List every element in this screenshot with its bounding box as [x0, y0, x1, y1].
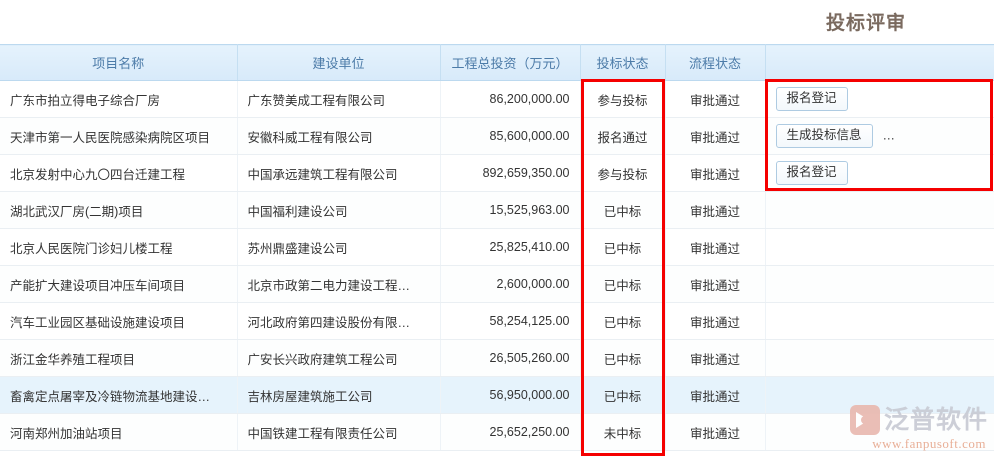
- bid-review-grid-container: 项目名称 建设单位 工程总投资（万元） 投标状态 流程状态 广东市拍立得电子综合…: [0, 44, 994, 451]
- cell-build-unit[interactable]: 中国福利建设公司: [237, 191, 441, 229]
- cell-operations: [765, 191, 994, 229]
- cell-total-invest: 25,652,250.00: [440, 413, 581, 451]
- cell-project-name[interactable]: 产能扩大建设项目冲压车间项目: [0, 265, 238, 303]
- cell-flow-status: 审批通过: [665, 228, 766, 266]
- cell-operations: [765, 228, 994, 266]
- table-row[interactable]: 河南郑州加油站项目 中国铁建工程有限责任公司 25,652,250.00 未中标 审批通…: [0, 413, 994, 451]
- cell-operations: [765, 376, 994, 414]
- cell-project-name[interactable]: 北京发射中心九〇四台迁建工程: [0, 154, 238, 192]
- table-row[interactable]: 产能扩大建设项目冲压车间项目 北京市政第二电力建设工程… 2,600,000.00 已…: [0, 265, 994, 303]
- cell-project-name[interactable]: 浙江金华养殖工程项目: [0, 339, 238, 377]
- cell-flow-status: 审批通过: [665, 302, 766, 340]
- operation-button[interactable]: 报名登记: [775, 161, 848, 185]
- operation-button[interactable]: 修改报名信息: [882, 124, 980, 148]
- cell-bid-status: 参与投标: [580, 80, 666, 118]
- cell-project-name[interactable]: 河南郑州加油站项目: [0, 413, 238, 451]
- cell-project-name[interactable]: 北京人民医院门诊妇儿楼工程: [0, 228, 238, 266]
- cell-total-invest: 56,950,000.00: [440, 376, 581, 414]
- cell-flow-status: 审批通过: [665, 154, 766, 192]
- cell-bid-status: 未中标: [580, 413, 666, 451]
- cell-operations: 报名登记: [765, 154, 994, 192]
- cell-project-name[interactable]: 汽车工业园区基础设施建设项目: [0, 302, 238, 340]
- cell-bid-status: 已中标: [580, 228, 666, 266]
- operation-button[interactable]: 报名登记: [775, 87, 848, 111]
- cell-bid-status: 已中标: [580, 265, 666, 303]
- table-row[interactable]: 北京发射中心九〇四台迁建工程 中国承远建筑工程有限公司 892,659,350.00…: [0, 154, 994, 192]
- cell-bid-status: 已中标: [580, 339, 666, 377]
- table-body: 广东市拍立得电子综合厂房 广东赞美成工程有限公司 86,200,000.00 参与投标…: [0, 80, 994, 451]
- cell-build-unit[interactable]: 中国承远建筑工程有限公司: [237, 154, 441, 192]
- column-header-bid-status[interactable]: 投标状态: [580, 44, 666, 81]
- cell-build-unit[interactable]: 广东赞美成工程有限公司: [237, 80, 441, 118]
- cell-operations: [765, 413, 994, 451]
- column-header-operations: [765, 44, 994, 81]
- cell-build-unit[interactable]: 广安长兴政府建筑工程公司: [237, 339, 441, 377]
- cell-bid-status: 已中标: [580, 376, 666, 414]
- cell-bid-status: 已中标: [580, 302, 666, 340]
- cell-build-unit[interactable]: 苏州鼎盛建设公司: [237, 228, 441, 266]
- table-row[interactable]: 湖北武汉厂房(二期)项目 中国福利建设公司 15,525,963.00 已中标 审批通过: [0, 191, 994, 229]
- cell-flow-status: 审批通过: [665, 117, 766, 155]
- column-header-build-unit[interactable]: 建设单位: [237, 44, 441, 81]
- cell-project-name[interactable]: 畜禽定点屠宰及冷链物流基地建设…: [0, 376, 238, 414]
- cell-flow-status: 审批通过: [665, 191, 766, 229]
- cell-total-invest: 85,600,000.00: [440, 117, 581, 155]
- cell-build-unit[interactable]: 中国铁建工程有限责任公司: [237, 413, 441, 451]
- table-header: 项目名称 建设单位 工程总投资（万元） 投标状态 流程状态: [0, 44, 994, 81]
- operation-button[interactable]: 生成投标信息: [775, 124, 873, 148]
- cell-flow-status: 审批通过: [665, 80, 766, 118]
- cell-total-invest: 26,505,260.00: [440, 339, 581, 377]
- column-header-total-invest[interactable]: 工程总投资（万元）: [440, 44, 581, 81]
- cell-flow-status: 审批通过: [665, 413, 766, 451]
- cell-total-invest: 25,825,410.00: [440, 228, 581, 266]
- page-title: 投标评审: [825, 13, 906, 34]
- table-row[interactable]: 畜禽定点屠宰及冷链物流基地建设… 吉林房屋建筑施工公司 56,950,000.00 已…: [0, 376, 994, 414]
- cell-flow-status: 审批通过: [665, 339, 766, 377]
- cell-bid-status: 已中标: [580, 191, 666, 229]
- cell-total-invest: 86,200,000.00: [440, 80, 581, 118]
- bid-review-table: 项目名称 建设单位 工程总投资（万元） 投标状态 流程状态 广东市拍立得电子综合…: [0, 44, 994, 451]
- cell-operations: 报名登记: [765, 80, 994, 118]
- table-row[interactable]: 浙江金华养殖工程项目 广安长兴政府建筑工程公司 26,505,260.00 已中标 审批…: [0, 339, 994, 377]
- cell-total-invest: 58,254,125.00: [440, 302, 581, 340]
- cell-project-name[interactable]: 广东市拍立得电子综合厂房: [0, 80, 238, 118]
- cell-project-name[interactable]: 湖北武汉厂房(二期)项目: [0, 191, 238, 229]
- cell-build-unit[interactable]: 河北政府第四建设股份有限…: [237, 302, 441, 340]
- cell-flow-status: 审批通过: [665, 376, 766, 414]
- cell-build-unit[interactable]: 北京市政第二电力建设工程…: [237, 265, 441, 303]
- table-row[interactable]: 汽车工业园区基础设施建设项目 河北政府第四建设股份有限… 58,254,125.00…: [0, 302, 994, 340]
- table-row[interactable]: 广东市拍立得电子综合厂房 广东赞美成工程有限公司 86,200,000.00 参与投标…: [0, 80, 994, 118]
- column-header-project-name[interactable]: 项目名称: [0, 44, 238, 81]
- cell-build-unit[interactable]: 安徽科威工程有限公司: [237, 117, 441, 155]
- cell-operations: [765, 339, 994, 377]
- cell-total-invest: 892,659,350.00: [440, 154, 581, 192]
- cell-operations: [765, 302, 994, 340]
- cell-bid-status: 参与投标: [580, 154, 666, 192]
- cell-operations: 生成投标信息 修改报名信息: [765, 117, 994, 155]
- cell-total-invest: 2,600,000.00: [440, 265, 581, 303]
- cell-flow-status: 审批通过: [665, 265, 766, 303]
- page-title-bar: 投标评审: [0, 0, 994, 44]
- table-row[interactable]: 天津市第一人民医院感染病院区项目 安徽科威工程有限公司 85,600,000.00 报…: [0, 117, 994, 155]
- cell-build-unit[interactable]: 吉林房屋建筑施工公司: [237, 376, 441, 414]
- cell-operations: [765, 265, 994, 303]
- table-row[interactable]: 北京人民医院门诊妇儿楼工程 苏州鼎盛建设公司 25,825,410.00 已中标 审批通…: [0, 228, 994, 266]
- cell-project-name[interactable]: 天津市第一人民医院感染病院区项目: [0, 117, 238, 155]
- cell-total-invest: 15,525,963.00: [440, 191, 581, 229]
- cell-bid-status: 报名通过: [580, 117, 666, 155]
- column-header-flow-status[interactable]: 流程状态: [665, 44, 766, 81]
- table-header-row: 项目名称 建设单位 工程总投资（万元） 投标状态 流程状态: [0, 44, 994, 81]
